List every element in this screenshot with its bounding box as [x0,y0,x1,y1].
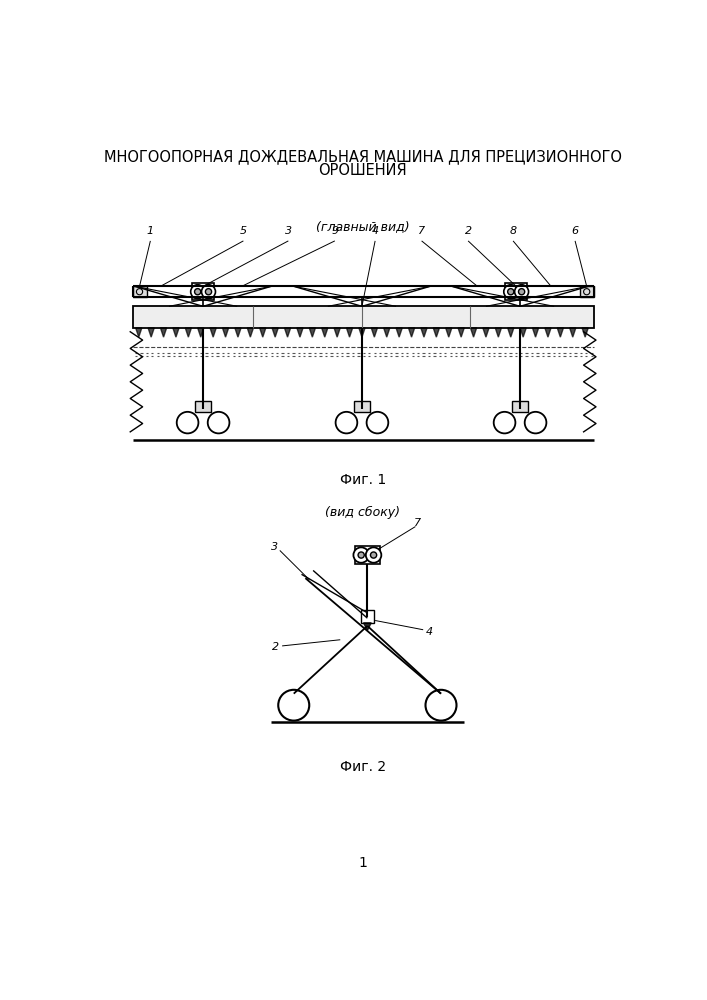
Polygon shape [334,328,340,337]
Polygon shape [284,328,291,337]
Text: 1: 1 [147,226,154,235]
Text: 7: 7 [414,518,421,528]
Polygon shape [235,328,241,337]
Polygon shape [458,328,464,337]
Circle shape [191,285,204,299]
Circle shape [194,289,201,295]
Polygon shape [495,328,501,337]
Polygon shape [470,328,477,337]
Text: МНОГООПОРНАЯ ДОЖДЕВАЛЬНАЯ МАШИНА ДЛЯ ПРЕЦИЗИОННОГО: МНОГООПОРНАЯ ДОЖДЕВАЛЬНАЯ МАШИНА ДЛЯ ПРЕ… [104,149,621,164]
Bar [506,283,527,300]
Text: 4: 4 [372,226,379,235]
Polygon shape [173,328,179,337]
Polygon shape [532,328,539,337]
Circle shape [515,285,529,299]
Polygon shape [545,328,551,337]
Text: 4: 4 [426,627,433,637]
Circle shape [504,285,518,299]
Circle shape [426,690,457,721]
Polygon shape [557,328,563,337]
Text: (главный вид): (главный вид) [316,220,409,233]
Polygon shape [210,328,216,337]
Polygon shape [363,623,371,631]
Bar [361,610,373,623]
Text: (вид сбоку): (вид сбоку) [325,506,400,519]
Circle shape [518,289,525,295]
Polygon shape [185,328,192,337]
Text: 6: 6 [571,226,578,235]
Polygon shape [409,328,414,337]
Text: 9: 9 [332,226,339,235]
Polygon shape [483,328,489,337]
Circle shape [177,412,199,433]
Text: Фиг. 2: Фиг. 2 [339,760,386,774]
Bar [132,286,146,297]
Polygon shape [421,328,427,337]
Circle shape [336,412,357,433]
Circle shape [201,285,216,299]
Bar [513,401,528,412]
Polygon shape [433,328,440,337]
Text: 3: 3 [285,226,292,235]
Bar [192,283,214,300]
Text: 1: 1 [358,856,367,870]
Circle shape [279,690,309,721]
Polygon shape [198,328,204,337]
Circle shape [208,412,230,433]
Polygon shape [259,328,266,337]
Polygon shape [309,328,315,337]
Polygon shape [297,328,303,337]
Polygon shape [223,328,228,337]
Polygon shape [359,328,365,337]
Text: Фиг. 1: Фиг. 1 [339,473,386,487]
Polygon shape [346,328,353,337]
Bar [132,306,594,328]
Bar [195,401,211,412]
Circle shape [493,412,515,433]
Text: 2: 2 [272,642,279,652]
Text: 8: 8 [510,226,517,235]
Polygon shape [582,328,588,337]
Text: ОРОШЕНИЯ: ОРОШЕНИЯ [318,163,407,178]
Circle shape [366,547,381,563]
Polygon shape [570,328,575,337]
Polygon shape [247,328,253,337]
Polygon shape [160,328,167,337]
Circle shape [508,289,514,295]
Polygon shape [396,328,402,337]
Text: 7: 7 [418,226,425,235]
Polygon shape [136,328,142,337]
Circle shape [370,552,377,558]
Circle shape [367,412,388,433]
Polygon shape [322,328,328,337]
Circle shape [206,289,211,295]
Bar [355,546,380,564]
Polygon shape [148,328,154,337]
Polygon shape [508,328,514,337]
Bar [580,286,594,297]
Circle shape [358,552,364,558]
Bar [354,401,370,412]
Polygon shape [272,328,279,337]
Polygon shape [384,328,390,337]
Polygon shape [445,328,452,337]
Polygon shape [371,328,378,337]
Text: 5: 5 [240,226,247,235]
Circle shape [354,547,369,563]
Text: 3: 3 [271,542,278,552]
Text: 2: 2 [464,226,472,235]
Circle shape [525,412,547,433]
Polygon shape [520,328,526,337]
